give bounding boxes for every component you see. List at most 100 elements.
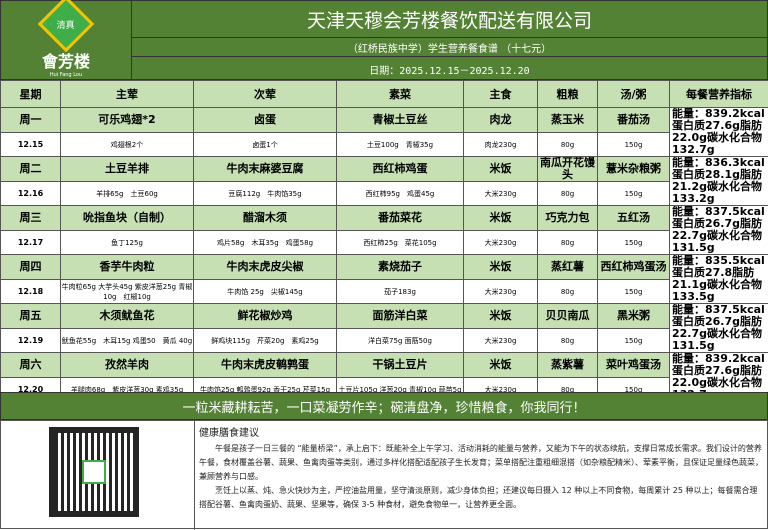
ingredient-detail: 80g	[538, 231, 598, 255]
ingredient-detail: 150g	[598, 329, 670, 353]
dish-name: 番茄汤	[598, 108, 670, 133]
nutrition-info: 能量：836.3kcal蛋白质28.1g脂肪21.2g碳水化合物133.2g	[670, 157, 768, 206]
ingredient-detail: 牛肉馅 25g 尖椒145g	[194, 280, 337, 304]
dish-name: 南瓜开花馒头	[538, 157, 598, 182]
ingredient-detail: 150g	[598, 133, 670, 157]
ingredient-detail: 鸡片58g 木耳35g 鸡蛋58g	[194, 231, 337, 255]
weekday: 周二	[1, 157, 61, 182]
footer-section: 健康膳食建议 午餐是孩子一日三餐的 “能量桥梁”，承上启下：既能补全上午学习、活…	[0, 420, 768, 529]
ingredient-detail: 大米230g	[464, 182, 538, 206]
date: 12.16	[1, 182, 61, 206]
date: 12.17	[1, 231, 61, 255]
dish-name: 卤蛋	[194, 108, 337, 133]
weekday: 周四	[1, 255, 61, 280]
column-header: 主荤	[61, 81, 194, 108]
ingredient-detail: 80g	[538, 329, 598, 353]
dish-name: 蒸红薯	[538, 255, 598, 280]
nutrition-info: 能量：837.5kcal蛋白质26.7g脂肪22.7g碳水化合物131.5g	[670, 304, 768, 353]
dish-name: 西红柿鸡蛋	[337, 157, 464, 182]
weekday: 周六	[1, 353, 61, 378]
advice-paragraph: 午餐是孩子一日三餐的 “能量桥梁”，承上启下：既能补全上午学习、活动消耗的能量与…	[199, 442, 763, 484]
dish-name: 面筋洋白菜	[337, 304, 464, 329]
column-header: 粗粮	[538, 81, 598, 108]
dish-name: 香芋牛肉粒	[61, 255, 194, 280]
company-logo: 清真 會芳楼 Hui Fang Lou	[1, 1, 132, 81]
ingredient-detail: 卤蛋1个	[194, 133, 337, 157]
dish-name: 牛肉末虎皮尖椒	[194, 255, 337, 280]
table-row-dishes: 周三吮指鱼块（自制）醋溜木须番茄菜花米饭巧克力包五红汤能量：837.5kcal蛋…	[1, 206, 768, 231]
column-header: 次荤	[194, 81, 337, 108]
dish-name: 西红柿鸡蛋汤	[598, 255, 670, 280]
ingredient-detail: 土豆100g 青椒35g	[337, 133, 464, 157]
slogan-banner: 一粒米藏耕耘苦，一口菜凝劳作辛；碗清盘净，珍惜粮食，你我同行！	[0, 392, 768, 420]
weekday: 周一	[1, 108, 61, 133]
header: 清真 會芳楼 Hui Fang Lou 天津天穆会芳楼餐饮配送有限公司 （红桥民…	[0, 0, 768, 80]
qr-logo-icon	[82, 460, 106, 484]
menu-subtitle: （红桥民族中学）学生营养餐食谱 （十七元）	[132, 38, 767, 57]
ingredient-detail: 牛肉粒65g 大芋头45g 紫皮洋葱25g 青椒10g 红椒10g	[61, 280, 194, 304]
dish-name: 蒸玉米	[538, 108, 598, 133]
dish-name: 贝贝南瓜	[538, 304, 598, 329]
advice-paragraph: 烹饪上以蒸、炖、急火快炒为主，严控油盐用量，坚守清淡原则，减少身体负担；还建议每…	[199, 484, 763, 512]
dish-name: 巧克力包	[538, 206, 598, 231]
ingredient-detail: 150g	[598, 231, 670, 255]
logo-subtext: Hui Fang Lou	[50, 72, 82, 78]
dish-name: 木须鱿鱼花	[61, 304, 194, 329]
date: 12.18	[1, 280, 61, 304]
ingredient-detail: 大米230g	[464, 280, 538, 304]
ingredient-detail: 洋白菜75g 面筋50g	[337, 329, 464, 353]
dish-name: 菜叶鸡蛋汤	[598, 353, 670, 378]
dish-name: 米饭	[464, 353, 538, 378]
dish-name: 肉龙	[464, 108, 538, 133]
ingredient-detail: 肉龙230g	[464, 133, 538, 157]
ingredient-detail: 80g	[538, 182, 598, 206]
dish-name: 蒸紫薯	[538, 353, 598, 378]
table-header-row: 星期主荤次荤素菜主食粗粮汤/粥每餐营养指标	[1, 81, 768, 108]
dish-name: 米饭	[464, 157, 538, 182]
ingredient-detail: 鱼丁125g	[61, 231, 194, 255]
date: 12.15	[1, 133, 61, 157]
ingredient-detail: 大米230g	[464, 329, 538, 353]
nutrition-info: 能量：837.5kcal蛋白质26.7g脂肪22.7g碳水化合物131.5g	[670, 206, 768, 255]
dish-name: 米饭	[464, 206, 538, 231]
ingredient-detail: 羊排65g 土豆60g	[61, 182, 194, 206]
dish-name: 醋溜木须	[194, 206, 337, 231]
dish-name: 素烧茄子	[337, 255, 464, 280]
ingredient-detail: 80g	[538, 280, 598, 304]
advice-title: 健康膳食建议	[199, 427, 763, 441]
dish-name: 番茄菜花	[337, 206, 464, 231]
dish-name: 鲜花椒炒鸡	[194, 304, 337, 329]
ingredient-detail: 西红柿25g 菜花105g	[337, 231, 464, 255]
ingredient-detail: 80g	[538, 133, 598, 157]
dish-name: 干锅土豆片	[337, 353, 464, 378]
column-header: 汤/粥	[598, 81, 670, 108]
weekday: 周五	[1, 304, 61, 329]
dish-name: 土豆羊排	[61, 157, 194, 182]
lotus-logo-icon: 清真	[38, 0, 95, 52]
dish-name: 吮指鱼块（自制）	[61, 206, 194, 231]
nutrition-info: 能量：839.2kcal蛋白质27.6g脂肪22.0g碳水化合物132.7g	[670, 108, 768, 157]
ingredient-detail: 鸡翅根2个	[61, 133, 194, 157]
dish-name: 五红汤	[598, 206, 670, 231]
table-row-dishes: 周二土豆羊排牛肉末麻婆豆腐西红柿鸡蛋米饭南瓜开花馒头薏米杂粮粥能量：836.3k…	[1, 157, 768, 182]
dish-name: 牛肉末虎皮鹌鹑蛋	[194, 353, 337, 378]
dish-name: 米饭	[464, 304, 538, 329]
dish-name: 孜然羊肉	[61, 353, 194, 378]
table-row-dishes: 周五木须鱿鱼花鲜花椒炒鸡面筋洋白菜米饭贝贝南瓜黑米粥能量：837.5kcal蛋白…	[1, 304, 768, 329]
date-range: 日期：2025.12.15－2025.12.20	[132, 57, 767, 81]
dish-name: 牛肉末麻婆豆腐	[194, 157, 337, 182]
date: 12.19	[1, 329, 61, 353]
dish-name: 黑米粥	[598, 304, 670, 329]
ingredient-detail: 豆腐112g 牛肉馅35g	[194, 182, 337, 206]
column-header: 星期	[1, 81, 61, 108]
ingredient-detail: 茄子183g	[337, 280, 464, 304]
dish-name: 米饭	[464, 255, 538, 280]
column-header: 素菜	[337, 81, 464, 108]
